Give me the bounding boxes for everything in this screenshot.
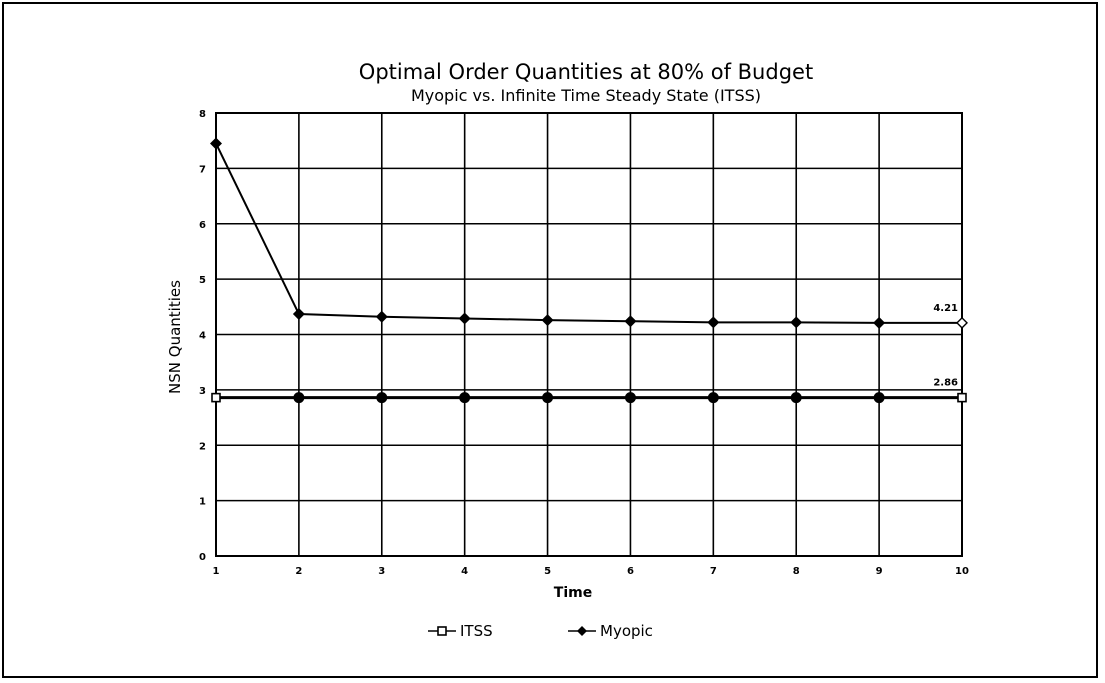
itss-data-point: [957, 392, 967, 403]
myopic-data-point: [375, 310, 388, 323]
series-line-myopic: [215, 143, 962, 324]
chart-subtitle: Myopic vs. Infinite Time Steady State (I…: [411, 86, 761, 105]
myopic-data-point: [292, 308, 305, 321]
y-tick-label: 5: [199, 275, 206, 286]
myopic-data-point: [707, 316, 720, 329]
chart-title: Optimal Order Quantities at 80% of Budge…: [359, 60, 813, 84]
y-tick-label: 6: [199, 220, 206, 231]
y-tick-label: 3: [199, 386, 206, 397]
x-tick-label: 2: [295, 566, 302, 577]
itss-data-point: [211, 392, 221, 403]
data-label: 4.21: [933, 303, 958, 314]
myopic-data-point: [210, 137, 222, 150]
x-tick-label: 3: [378, 566, 385, 577]
itss-data-point: [707, 392, 719, 404]
y-tick-label: 8: [199, 109, 206, 120]
x-tick-label: 6: [627, 566, 634, 577]
x-tick-label: 7: [710, 566, 717, 577]
myopic-data-point: [458, 312, 471, 325]
x-tick-label: 10: [955, 566, 969, 577]
y-tick-label: 2: [199, 441, 206, 452]
itss-data-point: [293, 392, 305, 404]
data-label: 2.86: [933, 378, 958, 389]
myopic-data-point: [541, 314, 554, 327]
itss-data-point: [376, 392, 388, 404]
legend-label-myopic: Myopic: [600, 622, 653, 640]
itss-data-point: [873, 392, 885, 404]
y-tick-label: 7: [199, 164, 206, 175]
itss-data-point: [624, 392, 636, 404]
myopic-data-point: [624, 315, 637, 328]
y-tick-label: 0: [199, 552, 206, 563]
x-tick-label: 8: [793, 566, 800, 577]
legend-marker-square: [437, 626, 447, 636]
legend-label-itss: ITSS: [460, 622, 493, 640]
legend-marker-diamond: [577, 626, 587, 636]
itss-data-point: [459, 392, 471, 404]
y-tick-label: 4: [199, 331, 206, 342]
myopic-data-point: [790, 316, 803, 329]
myopic-data-point: [956, 316, 968, 329]
x-tick-label: 1: [213, 566, 220, 577]
x-tick-label: 4: [461, 566, 468, 577]
myopic-data-point: [873, 316, 886, 329]
x-tick-label: 5: [544, 566, 551, 577]
y-axis-label: NSN Quantities: [166, 280, 184, 394]
itss-data-point: [790, 392, 802, 404]
itss-data-point: [542, 392, 554, 404]
y-tick-label: 1: [199, 497, 206, 508]
x-axis-label: Time: [554, 585, 592, 601]
x-tick-label: 9: [876, 566, 883, 577]
